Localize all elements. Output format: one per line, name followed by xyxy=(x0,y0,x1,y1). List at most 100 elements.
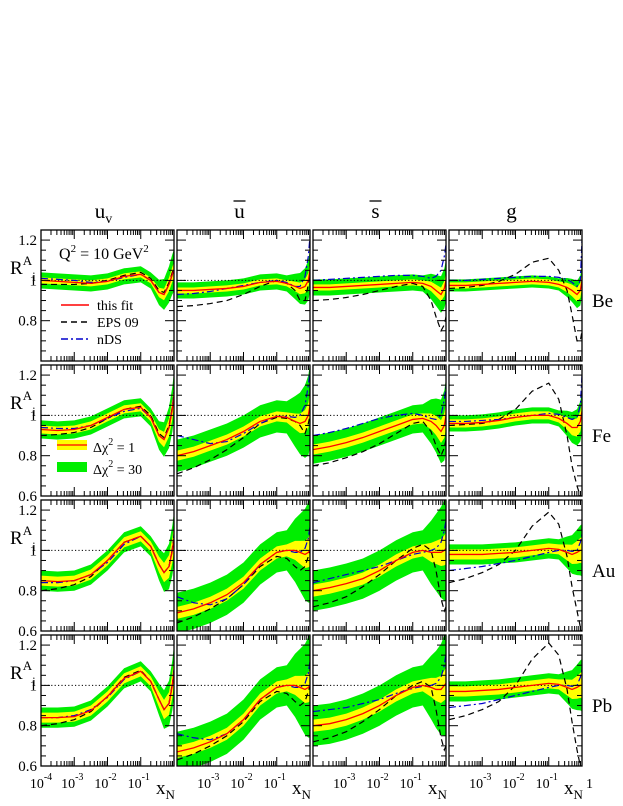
nds-line xyxy=(313,520,446,584)
panel-lines-Pb-g xyxy=(449,642,582,766)
y-tick-label: 0.8 xyxy=(18,314,37,330)
y-tick-label-part: 0.6 xyxy=(18,759,37,775)
x-tick-label-part: -1 xyxy=(278,772,286,783)
x-tick-label-part: 10 xyxy=(536,777,550,792)
nucleus-label-Au-part: Au xyxy=(592,561,616,582)
uncertainty-bands xyxy=(41,249,582,766)
legend-band-label-0: Δχ2 = 1 xyxy=(93,437,135,456)
x-axis-label: xN xyxy=(156,778,176,802)
y-tick-label: 0.6 xyxy=(18,759,37,775)
x-tick-label-part: -4 xyxy=(44,772,52,783)
x-tick-label: 10-3 xyxy=(333,772,355,792)
nucleus-label-Fe-part: Fe xyxy=(592,426,611,447)
y-tick-label: 1.2 xyxy=(18,638,37,654)
band-dchi2-1 xyxy=(41,384,174,448)
legend-label-0-part: this fit xyxy=(97,299,133,314)
y-axis-label-Au-part: A xyxy=(23,523,33,538)
x-tick-label-part: 10 xyxy=(333,777,347,792)
x-tick-label-end: 1 xyxy=(586,777,593,792)
x-tick-label: 10-2 xyxy=(230,772,252,792)
panel-lines-Fe-uv xyxy=(41,391,174,441)
column-title-g-part: g xyxy=(506,199,517,223)
band-dchi2-30 xyxy=(41,645,174,729)
y-tick-label-part: 1.2 xyxy=(18,368,37,384)
y-tick-label: 1 xyxy=(30,543,38,559)
y-axis-label-Be-part: R xyxy=(10,258,23,279)
panel-lines-Fe-sbar xyxy=(313,385,446,467)
chart-labels: 0.811.2RAiBe0.60.811.2RAiFe0.60.811.2RAi… xyxy=(10,199,616,802)
legend-label-1-part: EPS 09 xyxy=(97,316,139,331)
y-axis-label-Pb-part: i xyxy=(32,674,36,689)
panel-bands-Be-g xyxy=(449,264,582,309)
x-tick-label: 10-1 xyxy=(128,772,150,792)
y-axis-label-Au-part: R xyxy=(10,528,23,549)
y-tick-label: 0.6 xyxy=(18,489,37,505)
band-dchi2-30 xyxy=(177,635,310,766)
legend-band-label-1: Δχ2 = 30 xyxy=(93,459,142,478)
x-tick-label-part: -2 xyxy=(380,772,388,783)
y-tick-label: 1.2 xyxy=(18,368,37,384)
eps09-line xyxy=(41,535,174,592)
x-tick-label: 10-4 xyxy=(30,772,52,792)
nucleus-label-Be: Be xyxy=(592,291,613,312)
band-dchi2-30 xyxy=(177,249,310,305)
panel-bands-Be-sbar xyxy=(313,259,446,313)
y-axis-label-Au: RAi xyxy=(10,523,36,554)
x-tick-label-part: -1 xyxy=(550,772,558,783)
nds-line xyxy=(313,385,446,437)
y-tick-label: 0.8 xyxy=(18,449,37,465)
y-axis-label-Be: RAi xyxy=(10,253,36,284)
y-axis-label-Pb-part: R xyxy=(10,663,23,684)
eps09-line xyxy=(177,415,310,475)
q2-annotation-part: = 10 GeV xyxy=(76,246,144,263)
column-title-sbar: s xyxy=(371,199,379,223)
y-tick-label-part: 1.2 xyxy=(18,503,37,519)
legend-band-label-1-part: = 30 xyxy=(113,463,142,478)
y-tick-label-part: 0.6 xyxy=(18,624,37,640)
panel-lines-Au-g xyxy=(449,511,582,631)
nds-line xyxy=(449,375,582,423)
x-tick-label-part: 10 xyxy=(264,777,278,792)
q2-annotation-part: Q xyxy=(59,246,71,263)
x-tick-label-part: 10 xyxy=(230,777,244,792)
panel-lines-Pb-sbar xyxy=(313,653,446,752)
panel-bands-Pb-uv xyxy=(41,645,174,729)
x-tick-label: 10-1 xyxy=(264,772,286,792)
panel-bands-Pb-ubar xyxy=(177,635,310,766)
y-tick-label-part: 1.2 xyxy=(18,233,37,249)
legend-label-2: nDS xyxy=(97,333,122,348)
y-tick-label: 1 xyxy=(30,273,38,289)
band-dchi2-1 xyxy=(449,672,582,700)
y-tick-label-part: 1 xyxy=(30,273,38,289)
x-tick-label-part: 10 xyxy=(502,777,516,792)
chart-legend: this fit EPS 09 nDS Δχ2 = 1 Δχ2 = 30 xyxy=(57,299,142,478)
x-tick-label-part: -1 xyxy=(142,772,150,783)
this-fit-line xyxy=(313,682,446,727)
y-tick-label: 1.2 xyxy=(18,503,37,519)
x-tick-label-part: -2 xyxy=(244,772,252,783)
x-tick-label: 10-3 xyxy=(197,772,219,792)
this-fit-line xyxy=(177,405,310,457)
legend-band-label-1-part: Δχ xyxy=(93,463,109,478)
this-fit-line xyxy=(177,684,310,753)
column-title-ubar-part: u xyxy=(234,199,245,223)
x-tick-label-part: 10 xyxy=(366,777,380,792)
y-tick-label-part: 1 xyxy=(30,678,38,694)
q2-annotation-part: 2 xyxy=(143,243,149,255)
x-axis-label-part: N xyxy=(574,787,584,802)
panel-lines-Au-uv xyxy=(41,534,174,592)
x-tick-label-part: -3 xyxy=(347,772,355,783)
x-axis-label-part: x xyxy=(564,778,574,799)
this-fit-line xyxy=(313,280,446,296)
x-tick-label-part: 10 xyxy=(197,777,211,792)
y-tick-label: 0.6 xyxy=(18,624,37,640)
y-tick-label-part: 1.2 xyxy=(18,638,37,654)
x-tick-label: 10-3 xyxy=(61,772,83,792)
y-axis-label-Pb-part: A xyxy=(23,658,33,673)
legend-label-0: this fit xyxy=(97,299,133,314)
x-tick-label: 10-2 xyxy=(94,772,116,792)
panel-lines-Fe-g xyxy=(449,375,582,496)
x-tick-label-part: 10 xyxy=(400,777,414,792)
x-tick-label: 10-2 xyxy=(366,772,388,792)
